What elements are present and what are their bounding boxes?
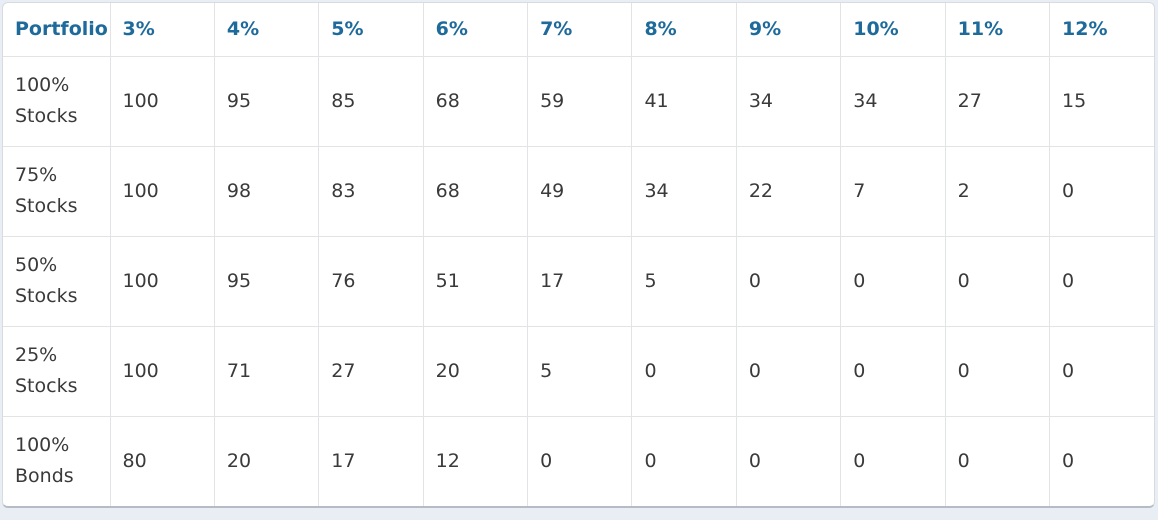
- table-row: 25% Stocks 100 71 27 20 5 0 0 0 0 0: [3, 326, 1154, 417]
- value-cell: 0: [631, 326, 737, 417]
- row-label: 100% Stocks: [3, 56, 111, 147]
- value-cell: 0: [840, 416, 946, 506]
- column-header-withdrawal-rate: 4%: [214, 3, 320, 57]
- value-cell: 83: [318, 146, 424, 237]
- value-cell: 22: [736, 146, 842, 237]
- value-cell: 98: [214, 146, 320, 237]
- value-cell: 34: [736, 56, 842, 147]
- value-cell: 76: [318, 236, 424, 327]
- value-cell: 80: [110, 416, 215, 506]
- row-label: 50% Stocks: [3, 236, 111, 327]
- value-cell: 0: [1049, 326, 1154, 417]
- table-row: 100% Stocks 100 95 85 68 59 41 34 34 27 15: [3, 56, 1154, 147]
- column-header-withdrawal-rate: 6%: [423, 3, 529, 57]
- value-cell: 0: [736, 236, 842, 327]
- value-cell: 0: [840, 326, 946, 417]
- column-header-withdrawal-rate: 7%: [527, 3, 633, 57]
- value-cell: 0: [945, 416, 1051, 506]
- value-cell: 7: [840, 146, 946, 237]
- value-cell: 5: [527, 326, 633, 417]
- value-cell: 0: [1049, 236, 1154, 327]
- table-row: 100% Bonds 80 20 17 12 0 0 0 0 0 0: [3, 416, 1154, 506]
- value-cell: 95: [214, 56, 320, 147]
- value-cell: 59: [527, 56, 633, 147]
- value-cell: 68: [423, 56, 529, 147]
- value-cell: 100: [110, 326, 215, 417]
- value-cell: 27: [945, 56, 1051, 147]
- value-cell: 0: [945, 326, 1051, 417]
- value-cell: 51: [423, 236, 529, 327]
- column-header-withdrawal-rate: 3%: [110, 3, 215, 57]
- value-cell: 0: [1049, 146, 1154, 237]
- value-cell: 34: [840, 56, 946, 147]
- value-cell: 0: [945, 236, 1051, 327]
- column-header-withdrawal-rate: 9%: [736, 3, 842, 57]
- value-cell: 5: [631, 236, 737, 327]
- value-cell: 20: [214, 416, 320, 506]
- value-cell: 68: [423, 146, 529, 237]
- value-cell: 100: [110, 56, 215, 147]
- value-cell: 49: [527, 146, 633, 237]
- value-cell: 41: [631, 56, 737, 147]
- row-label: 25% Stocks: [3, 326, 111, 417]
- value-cell: 17: [527, 236, 633, 327]
- row-label: 75% Stocks: [3, 146, 111, 237]
- column-header-portfolio: Portfolio: [3, 3, 111, 57]
- table-row: 75% Stocks 100 98 83 68 49 34 22 7 2 0: [3, 146, 1154, 237]
- value-cell: 0: [840, 236, 946, 327]
- value-cell: 20: [423, 326, 529, 417]
- value-cell: 100: [110, 236, 215, 327]
- column-header-withdrawal-rate: 10%: [840, 3, 946, 57]
- value-cell: 0: [527, 416, 633, 506]
- portfolio-success-rate-table: Portfolio 3% 4% 5% 6% 7% 8% 9% 10% 11% 12% 100% St…: [3, 3, 1154, 506]
- column-header-withdrawal-rate: 5%: [318, 3, 424, 57]
- value-cell: 71: [214, 326, 320, 417]
- column-header-withdrawal-rate: 8%: [631, 3, 737, 57]
- row-label: 100% Bonds: [3, 416, 111, 506]
- column-header-withdrawal-rate: 12%: [1049, 3, 1154, 57]
- value-cell: 12: [423, 416, 529, 506]
- value-cell: 100: [110, 146, 215, 237]
- value-cell: 0: [736, 416, 842, 506]
- value-cell: 0: [736, 326, 842, 417]
- value-cell: 17: [318, 416, 424, 506]
- table-row: 50% Stocks 100 95 76 51 17 5 0 0 0 0: [3, 236, 1154, 327]
- value-cell: 0: [1062, 450, 1075, 473]
- column-header-withdrawal-rate: 11%: [945, 3, 1051, 57]
- table-card: Portfolio 3% 4% 5% 6% 7% 8% 9% 10% 11% 12% 100% St…: [2, 2, 1155, 508]
- value-cell: 27: [318, 326, 424, 417]
- value-cell: 95: [214, 236, 320, 327]
- value-cell: 85: [318, 56, 424, 147]
- value-cell: 15: [1049, 56, 1154, 147]
- header-row: Portfolio 3% 4% 5% 6% 7% 8% 9% 10% 11% 12%: [3, 3, 1154, 57]
- value-cell: 2: [945, 146, 1051, 237]
- value-cell: 34: [631, 146, 737, 237]
- value-cell: 0: [631, 416, 737, 506]
